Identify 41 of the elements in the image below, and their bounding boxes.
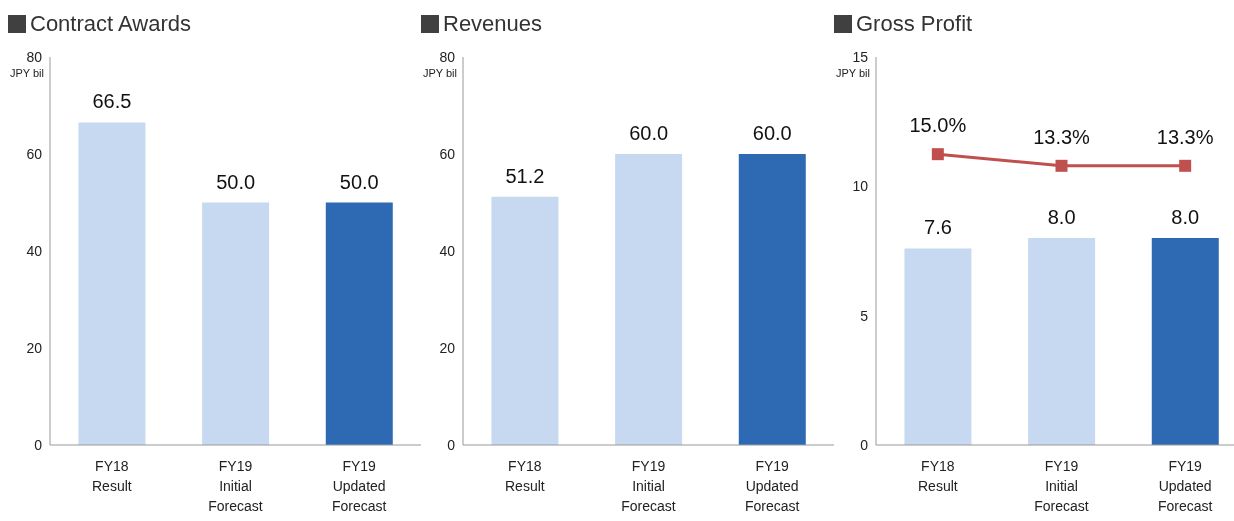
y-axis-title: JPY bil [835, 67, 870, 79]
chart-title: Contract Awards [30, 11, 192, 37]
y-tick-label: 0 [447, 436, 456, 453]
y-tick-label: 80 [439, 48, 456, 65]
x-tick-label: FY19 Initial Forecast [208, 458, 263, 514]
chart-title: Revenues [443, 11, 543, 37]
x-tick-label: FY18 Result [917, 458, 958, 494]
x-tick-label: FY19 Updated Forecast [1157, 458, 1213, 514]
y-tick-label: 40 [26, 242, 43, 259]
data-label: 8.0 [1047, 206, 1076, 229]
chart-title: Gross Profit [856, 11, 973, 37]
data-label: 51.2 [505, 164, 545, 187]
y-tick-label: 80 [26, 48, 43, 65]
data-label: 15.0% [909, 114, 967, 137]
data-label: 50.0 [216, 170, 256, 193]
y-axis-title: JPY bil [422, 67, 457, 79]
y-tick-label: 60 [26, 145, 43, 162]
data-label: 7.6 [924, 216, 952, 239]
data-label: 50.0 [339, 170, 379, 193]
y-tick-label: 10 [852, 178, 869, 195]
y-tick-label: 40 [439, 242, 456, 259]
y-tick-label: 0 [34, 436, 43, 453]
x-tick-label: FY19 Updated Forecast [331, 458, 387, 514]
data-label: 8.0 [1171, 206, 1200, 229]
data-label: 13.3% [1156, 125, 1214, 148]
data-label: 13.3% [1033, 125, 1091, 148]
x-tick-label: FY19 Updated Forecast [744, 458, 800, 514]
y-tick-label: 60 [439, 145, 456, 162]
x-tick-label: FY18 Result [91, 458, 132, 494]
y-tick-label: 0 [860, 436, 869, 453]
x-tick-label: FY19 Initial Forecast [621, 458, 676, 514]
y-tick-label: 20 [439, 339, 456, 356]
y-tick-label: 5 [860, 307, 869, 324]
data-label: 60.0 [629, 122, 669, 144]
x-tick-label: FY18 Result [504, 458, 545, 494]
y-tick-label: 15 [852, 48, 869, 65]
data-label: 60.0 [752, 122, 792, 144]
y-tick-label: 20 [26, 339, 43, 356]
x-tick-label: FY19 Initial Forecast [1034, 458, 1089, 514]
y-axis-title: JPY bil [9, 67, 44, 79]
data-label: 66.5 [92, 90, 132, 113]
